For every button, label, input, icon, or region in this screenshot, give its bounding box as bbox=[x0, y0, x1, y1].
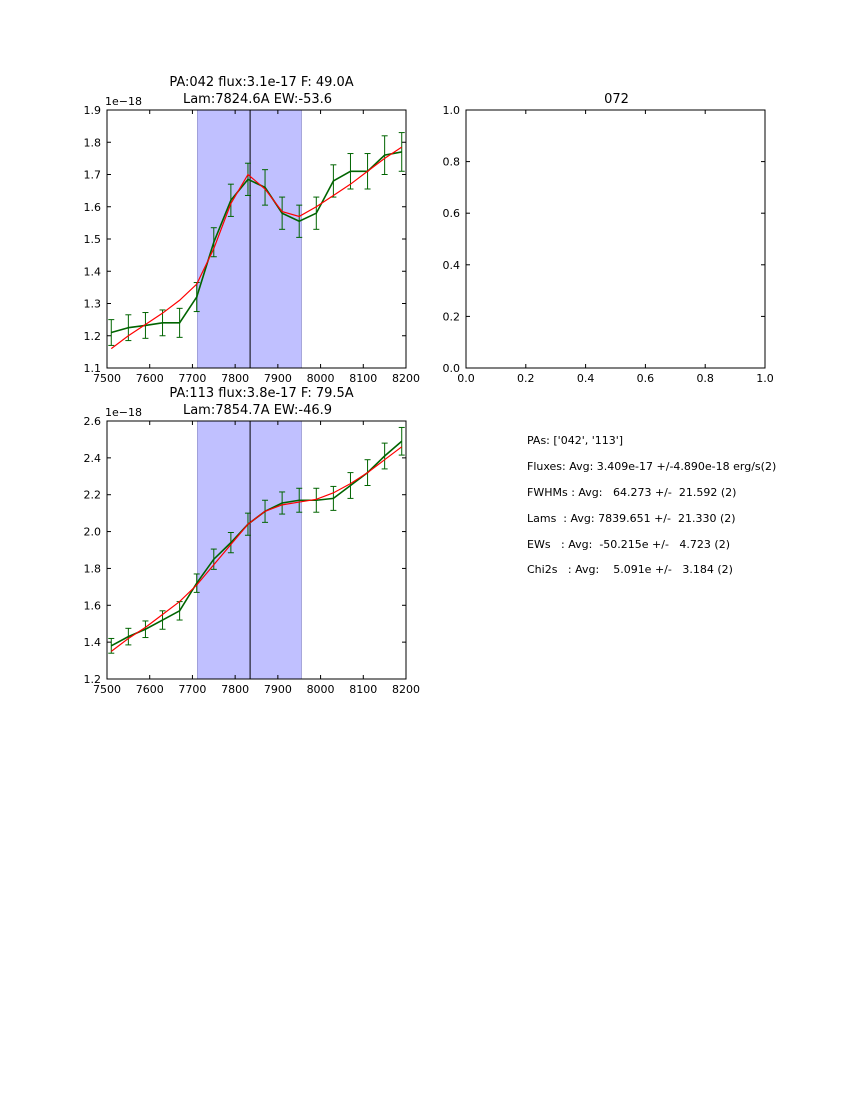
panel-2-y-tick-label: 0.8 bbox=[443, 156, 461, 169]
panel-2-x-tick-label: 1.0 bbox=[756, 372, 774, 385]
panel-3-title-line1: PA:113 flux:3.8e-17 F: 79.5A bbox=[169, 386, 353, 401]
panel-1-y-tick-label: 1.3 bbox=[84, 298, 102, 311]
panel-3-offset-label: 1e−18 bbox=[105, 406, 142, 419]
panel-1-x-tick-label: 7500 bbox=[93, 372, 121, 385]
panel-2-y-tick-label: 0.2 bbox=[443, 310, 461, 323]
panel-3-y-tick-label: 2.6 bbox=[84, 415, 102, 428]
summary-fwhms: FWHMs : Avg: 64.273 +/- 21.592 (2) bbox=[527, 486, 737, 499]
summary-fluxes: Fluxes: Avg: 3.409e-17 +/-4.890e-18 erg/… bbox=[527, 460, 777, 473]
panel-1-x-tick-label: 8100 bbox=[349, 372, 377, 385]
panel-2-y-tick-label: 1.0 bbox=[443, 104, 461, 117]
panel-3-y-tick-label: 2.0 bbox=[84, 526, 102, 539]
summary-ews: EWs : Avg: -50.215e +/- 4.723 (2) bbox=[527, 538, 730, 551]
panel-3-x-tick-label: 7900 bbox=[264, 683, 292, 696]
panel-3-x-tick-label: 8200 bbox=[392, 683, 420, 696]
panel-2-x-tick-label: 0.2 bbox=[517, 372, 535, 385]
panel-1-shaded-band bbox=[197, 109, 302, 369]
panel-3-y-tick-label: 2.4 bbox=[84, 452, 102, 465]
panel-1-y-tick-label: 1.2 bbox=[84, 330, 102, 343]
panel-1-fit-line bbox=[110, 146, 403, 350]
panel-1-y-tick-label: 1.9 bbox=[84, 104, 102, 117]
panel-1-x-tick-label: 7700 bbox=[178, 372, 206, 385]
panel-3-x-tick-label: 7700 bbox=[178, 683, 206, 696]
panel-2-x-tick-label: 0.0 bbox=[457, 372, 475, 385]
panel-3-y-tick-label: 1.2 bbox=[84, 673, 102, 686]
panel-1-x-tick-label: 7900 bbox=[264, 372, 292, 385]
panel-1-y-tick-label: 1.4 bbox=[84, 265, 102, 278]
panel-2-title-line2: 072 bbox=[604, 92, 629, 107]
panel-2-x-tick-label: 0.4 bbox=[577, 372, 595, 385]
panel-1-y-tick-label: 1.5 bbox=[84, 233, 102, 246]
panel-2-x-tick-label: 0.8 bbox=[696, 372, 714, 385]
panel-3-x-tick-label: 7800 bbox=[221, 683, 249, 696]
panel-1-y-tick-label: 1.6 bbox=[84, 201, 102, 214]
summary-chi2s: Chi2s : Avg: 5.091e +/- 3.184 (2) bbox=[527, 563, 733, 576]
panel-3-axes-frame bbox=[106, 420, 407, 680]
panel-1-y-tick-label: 1.7 bbox=[84, 169, 102, 182]
panel-3-x-tick-label: 7500 bbox=[93, 683, 121, 696]
panel-1-x-tick-label: 8000 bbox=[307, 372, 335, 385]
panel-1-x-tick-label: 8200 bbox=[392, 372, 420, 385]
panel-2-y-tick-label: 0.0 bbox=[443, 362, 461, 375]
panel-3-y-tick-label: 1.4 bbox=[84, 636, 102, 649]
panel-3-x-tick-label: 8100 bbox=[349, 683, 377, 696]
panel-1-y-tick-label: 1.8 bbox=[84, 136, 102, 149]
panel-3-x-tick-label: 8000 bbox=[307, 683, 335, 696]
panel-2-axes-frame bbox=[465, 109, 766, 369]
panel-1-x-tick-label: 7600 bbox=[136, 372, 164, 385]
panel-2-y-tick-label: 0.6 bbox=[443, 207, 461, 220]
panel-3-title-line2: Lam:7854.7A EW:-46.9 bbox=[183, 403, 332, 418]
panel-1-title-line2: Lam:7824.6A EW:-53.6 bbox=[183, 92, 332, 107]
panel-3-y-tick-label: 1.8 bbox=[84, 562, 102, 575]
panel-1-offset-label: 1e−18 bbox=[105, 95, 142, 108]
summary-pas: PAs: ['042', '113'] bbox=[527, 434, 624, 447]
panel-1-y-tick-label: 1.1 bbox=[84, 362, 102, 375]
panel-3-shaded-band bbox=[197, 420, 302, 680]
panel-1-data-line bbox=[111, 151, 402, 334]
summary-lams: Lams : Avg: 7839.651 +/- 21.330 (2) bbox=[527, 512, 736, 525]
panel-3-y-tick-label: 1.6 bbox=[84, 599, 102, 612]
panel-2-x-tick-label: 0.6 bbox=[637, 372, 655, 385]
panel-3-y-tick-label: 2.2 bbox=[84, 489, 102, 502]
panel-2-y-tick-label: 0.4 bbox=[443, 259, 461, 272]
panel-1-x-tick-label: 7800 bbox=[221, 372, 249, 385]
panel-1-title-line1: PA:042 flux:3.1e-17 F: 49.0A bbox=[169, 75, 353, 90]
panel-3-fit-line bbox=[110, 446, 403, 652]
panel-3-x-tick-label: 7600 bbox=[136, 683, 164, 696]
